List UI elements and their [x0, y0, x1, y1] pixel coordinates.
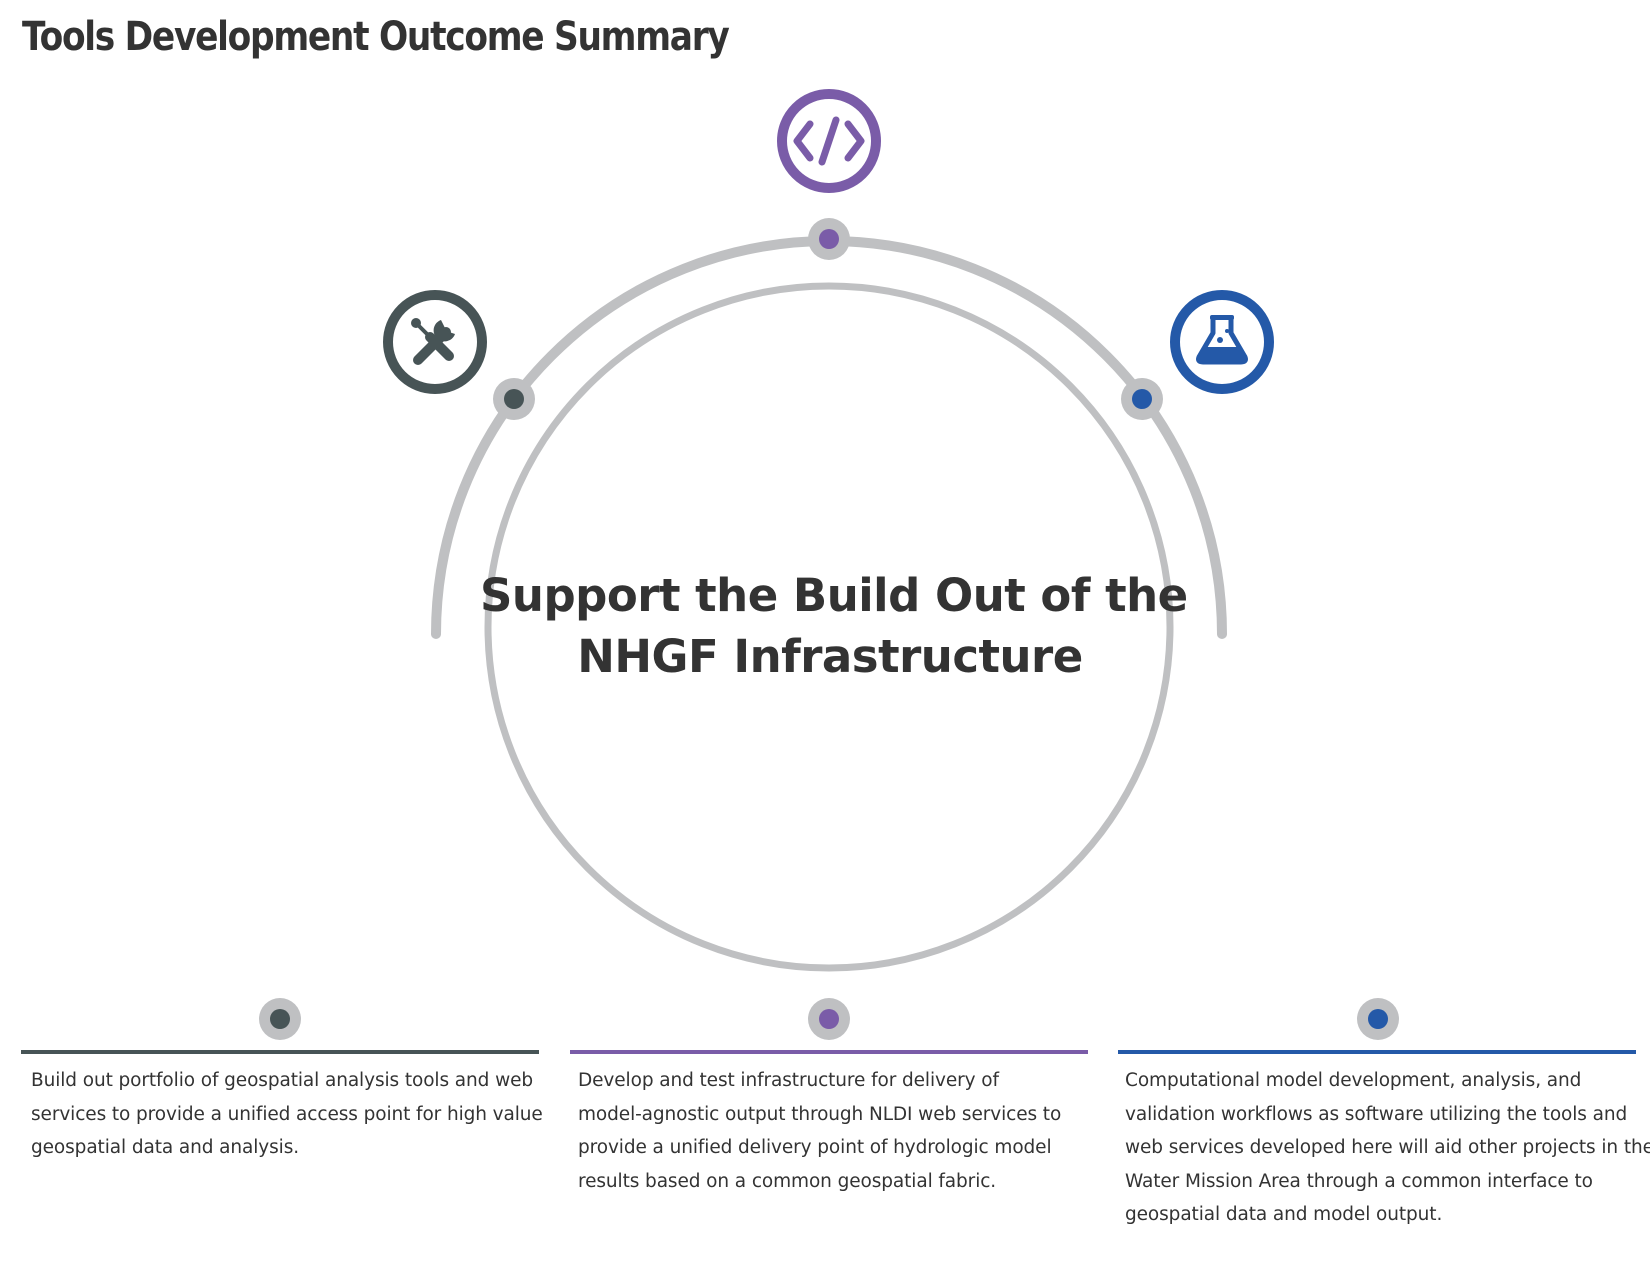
description-line: geospatial data and model output. — [1125, 1204, 1443, 1225]
description-line: provide a unified delivery point of hydr… — [578, 1137, 1052, 1158]
arc-node-tools — [493, 378, 535, 420]
description-line: validation workflows as software utilizi… — [1125, 1103, 1628, 1125]
description-line: results based on a common geospatial fab… — [578, 1170, 997, 1192]
outcome-description-code: Develop and test infrastructure for deli… — [578, 1064, 1088, 1198]
inner-circle — [484, 282, 1174, 972]
column-node-3 — [1357, 998, 1399, 1040]
description-line: geospatial data and analysis. — [31, 1137, 300, 1158]
description-line: Water Mission Area through a common inte… — [1125, 1170, 1593, 1192]
code-icon — [777, 89, 881, 193]
arc-node-code — [808, 218, 850, 260]
column-node-2 — [808, 998, 850, 1040]
description-line: Computational model development, analysi… — [1125, 1070, 1582, 1091]
flask-icon — [1170, 290, 1274, 394]
page-title: Tools Development Outcome Summary — [22, 14, 730, 60]
outcome-description-tools: Build out portfolio of geospatial analys… — [31, 1064, 543, 1165]
center-heading-line-2: NHGF Infrastructure — [577, 630, 1083, 683]
arc-node-flask — [1121, 378, 1163, 420]
description-line: web services developed here will aid oth… — [1125, 1137, 1650, 1158]
description-line: services to provide a unified access poi… — [31, 1103, 543, 1125]
center-heading-line-1: Support the Build Out of the — [480, 569, 1188, 622]
tools-icon — [383, 290, 487, 394]
outcome-description-flask: Computational model development, analysi… — [1125, 1064, 1650, 1232]
description-line: Build out portfolio of geospatial analys… — [31, 1070, 534, 1091]
column-node-1 — [259, 998, 301, 1040]
description-line: model-agnostic output through NLDI web s… — [578, 1103, 1062, 1125]
description-line: Develop and test infrastructure for deli… — [578, 1070, 999, 1091]
center-heading: Support the Build Out of the NHGF Infras… — [480, 565, 1188, 687]
